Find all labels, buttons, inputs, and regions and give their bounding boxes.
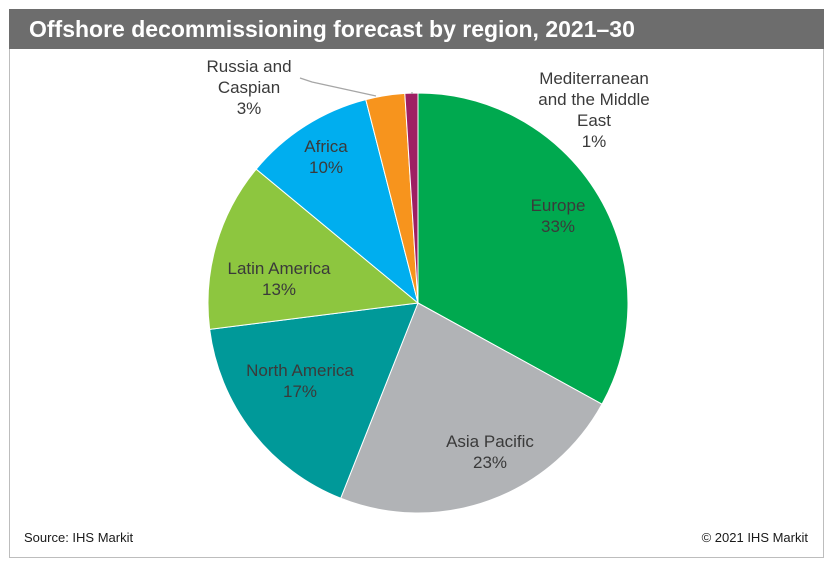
copyright-note: © 2021 IHS Markit: [701, 530, 808, 545]
chart-title: Offshore decommissioning forecast by reg…: [29, 16, 635, 42]
slice-label-north-america: North America 17%: [246, 361, 354, 401]
pie-slice-north-america: [209, 302, 419, 499]
pie-slice-africa: [255, 98, 419, 305]
pie-slice-asia-pacific: [340, 302, 603, 514]
slice-label-asia-pacific: Asia Pacific 23%: [446, 432, 534, 472]
leader-line-russia-and-caspian: [299, 77, 377, 97]
slice-label-latin-america: Latin America 13%: [228, 259, 332, 299]
slice-label-europe: Europe 33%: [531, 196, 586, 236]
slice-label-russia-and-caspian: Russia and Caspian 3%: [206, 57, 291, 118]
pie-slice-europe: [417, 92, 629, 405]
pie-slice-latin-america: [207, 168, 420, 330]
source-note: Source: IHS Markit: [24, 530, 134, 545]
slice-label-africa: Africa 10%: [304, 137, 348, 177]
slice-label-mediterranean-and-the-middle-east: Mediterranean and the Middle East 1%: [538, 69, 650, 151]
title-bar: Offshore decommissioning forecast by reg…: [9, 9, 824, 49]
